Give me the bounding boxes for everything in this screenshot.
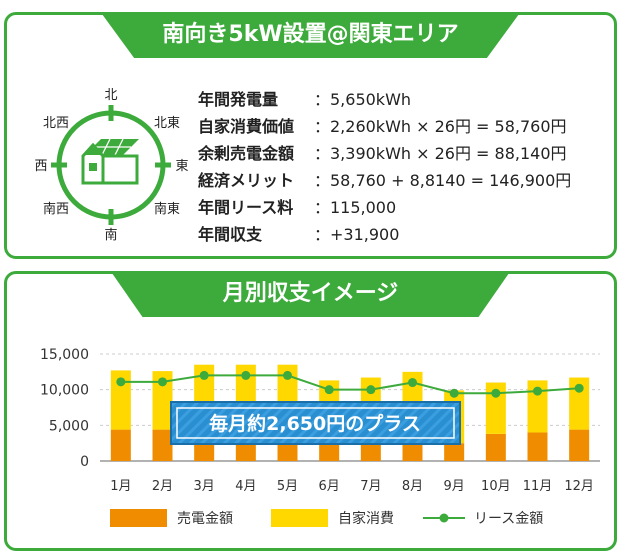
- bar-self-consumption: [152, 371, 173, 430]
- bar-self-consumption: [569, 377, 590, 430]
- callout-inner-border: [176, 407, 455, 439]
- x-tick-label: 8月: [402, 479, 423, 494]
- bar-sales: [152, 429, 173, 461]
- lease-point: [324, 385, 334, 395]
- bar-sales: [402, 443, 423, 461]
- spec-value: ：3,390kWh × 26円 = 88,140円: [314, 144, 567, 163]
- compass-se: 南東: [154, 201, 180, 217]
- lease-point: [158, 377, 167, 387]
- spec-value: ：2,260kWh × 26円 = 58,760円: [314, 117, 567, 136]
- bar-sales: [235, 443, 256, 461]
- y-tick-label: 15,000: [40, 347, 89, 363]
- bar-sales: [360, 443, 381, 461]
- spec-row-annual-generation: 年間発電量 ：5,650kWh: [198, 86, 571, 113]
- bar-self-consumption: [110, 370, 131, 430]
- lease-point: [283, 370, 292, 380]
- legend-swatch-self-consumption: [271, 509, 328, 527]
- y-tick-label: 10,000: [40, 383, 89, 399]
- compass: 北 南 西 東 北西 北東 南西 南東: [34, 88, 188, 243]
- spec-list: 年間発電量 ：5,650kWh 自家消費価値 ：2,260kWh × 26円 = 5…: [198, 86, 571, 248]
- x-tick-label: 10月: [481, 479, 511, 494]
- compass-sw: 南西: [43, 201, 69, 217]
- bar-self-consumption: [485, 382, 506, 434]
- spec-label: 余剰売電金額: [198, 144, 295, 163]
- x-tick-label: 3月: [194, 479, 215, 494]
- spec-row-self-consumption: 自家消費価値 ：2,260kWh × 26円 = 58,760円: [198, 113, 571, 140]
- spec-row-economic-benefit: 経済メリット ：58,760 + 8,8140 = 146,900円: [198, 167, 571, 194]
- solar-house-icon: [81, 138, 139, 185]
- summary-title: 南向き5kW設置@関東エリア: [100, 12, 521, 58]
- bar-sales: [277, 443, 298, 461]
- compass-nw: 北西: [43, 116, 69, 131]
- x-tick-label: 7月: [360, 479, 381, 494]
- legend-label-sales: 売電金額: [177, 511, 233, 527]
- callout-box: [170, 401, 461, 445]
- chart-section-title: 月別収支イメージ: [110, 271, 511, 317]
- lease-point: [241, 370, 251, 380]
- legend-swatch-sales: [110, 509, 167, 527]
- x-tick-label: 5月: [277, 479, 298, 494]
- bar-sales: [527, 432, 548, 461]
- spec-value: ：5,650kWh: [314, 90, 412, 109]
- compass-ring: [56, 110, 166, 220]
- spec-value: ：115,000: [314, 198, 397, 217]
- spec-value: ：+31,900: [314, 225, 400, 244]
- monthly-chart-card: 月別収支イメージ 15,000 10,000 5,000 0 1月 2月 3月 4月 5月 6月 7…: [4, 271, 617, 551]
- lease-point: [533, 386, 542, 396]
- compass-w: 西: [34, 159, 47, 174]
- lease-point: [491, 388, 501, 398]
- bar-sales: [110, 429, 131, 461]
- lease-point: [574, 383, 584, 393]
- bar-sales: [319, 443, 340, 461]
- lease-line: [120, 374, 580, 395]
- spec-label: 年間発電量: [198, 90, 279, 109]
- legend-label-self-consumption: 自家消費: [338, 510, 394, 527]
- spec-row-lease-fee: 年間リース料 ：115,000: [198, 194, 571, 221]
- lease-point: [408, 378, 417, 388]
- x-tick-label: 4月: [235, 479, 256, 494]
- lease-point: [366, 385, 376, 395]
- x-tick-label: 1月: [110, 479, 131, 494]
- x-tick-label: 6月: [319, 479, 340, 494]
- bar-sales: [485, 433, 506, 461]
- lease-point: [449, 388, 459, 398]
- summary-card: 南向き5kW設置@関東エリア 北 南 西 東 北西 北東: [4, 12, 617, 259]
- compass-n: 北: [104, 88, 117, 103]
- callout-text: 毎月約2,650円のプラス: [209, 412, 421, 435]
- compass-ne: 北東: [154, 115, 180, 131]
- x-tick-label: 11月: [523, 479, 553, 494]
- bar-sales: [444, 443, 465, 461]
- bar-sales: [194, 443, 215, 461]
- spec-row-surplus-sales: 余剰売電金額 ：3,390kWh × 26円 = 88,140円: [198, 140, 571, 167]
- x-tick-label: 12月: [564, 479, 594, 494]
- legend-label-lease: リース金額: [474, 511, 543, 527]
- spec-label: 年間収支: [198, 225, 263, 244]
- monthly-balance-chart: 15,000 10,000 5,000 0 1月 2月 3月 4月 5月 6月 7月 8月 9月 10月 1…: [40, 347, 600, 527]
- x-tick-label: 2月: [152, 479, 173, 494]
- spec-label: 経済メリット: [198, 171, 295, 190]
- y-tick-label: 0: [80, 454, 89, 470]
- legend-point-lease: [439, 513, 449, 523]
- compass-e: 東: [175, 158, 188, 174]
- spec-value: ：58,760 + 8,8140 = 146,900円: [314, 171, 572, 190]
- lease-point: [116, 377, 126, 387]
- lease-point: [199, 370, 209, 380]
- bar-self-consumption: [527, 380, 548, 433]
- bar-sales: [569, 429, 590, 461]
- spec-label: 年間リース料: [198, 198, 294, 217]
- compass-s: 南: [104, 227, 117, 243]
- spec-row-annual-balance: 年間収支 ：+31,900: [198, 221, 571, 248]
- y-tick-label: 5,000: [49, 418, 89, 434]
- x-tick-label: 9月: [444, 479, 465, 494]
- spec-label: 自家消費価値: [198, 117, 295, 136]
